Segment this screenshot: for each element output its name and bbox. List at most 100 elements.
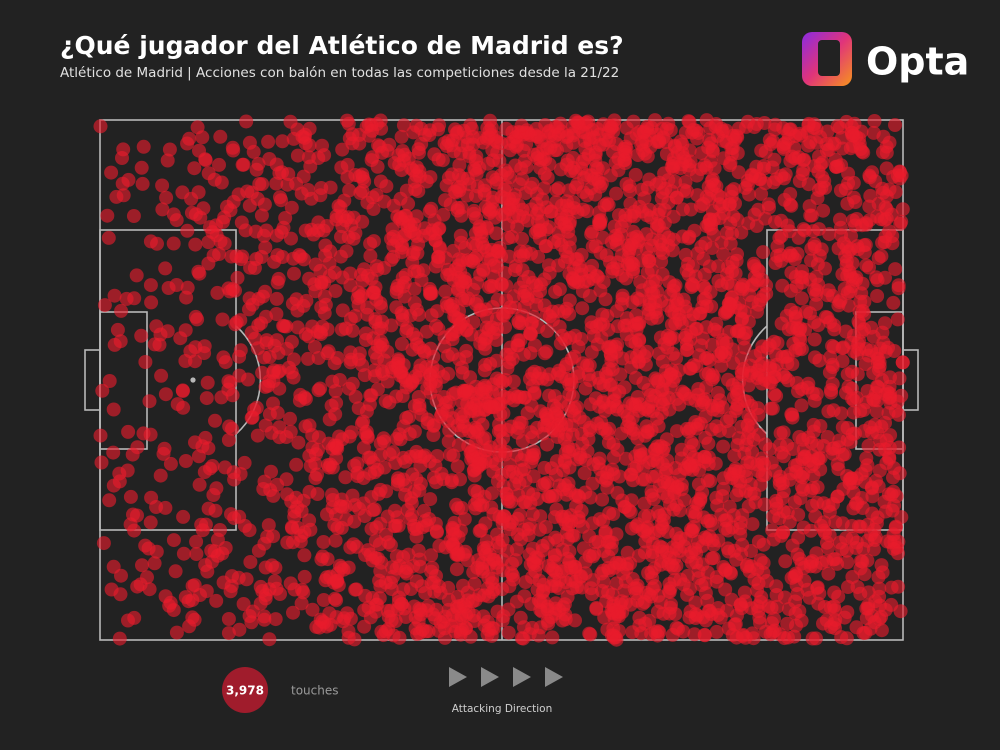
touch-dot <box>870 289 885 303</box>
touch-dot <box>684 524 699 539</box>
touch-dot <box>279 472 294 487</box>
touch-dot <box>232 349 247 364</box>
touch-dot <box>672 307 686 322</box>
touch-dot <box>379 179 394 194</box>
touch-dot <box>290 148 305 163</box>
touch-dot <box>106 478 121 493</box>
touch-dot <box>410 246 425 261</box>
touch-dot <box>792 126 807 141</box>
touch-dot <box>635 596 650 611</box>
touch-dot <box>398 268 413 282</box>
touch-dot <box>676 292 691 307</box>
touch-dot <box>751 264 766 278</box>
touch-dot <box>297 569 312 584</box>
touch-dot <box>649 177 664 192</box>
touch-dot <box>585 224 599 239</box>
touch-dot <box>656 513 671 528</box>
touch-dot <box>250 191 265 206</box>
touch-dot <box>596 117 611 132</box>
touch-dot <box>287 266 301 281</box>
touch-dot <box>481 156 495 171</box>
touch-dot <box>650 216 664 231</box>
touch-dot <box>764 616 779 631</box>
touch-dot <box>732 323 746 338</box>
touch-dot <box>636 125 651 140</box>
touch-dot <box>812 353 827 368</box>
touch-dot <box>180 136 195 151</box>
touch-dot <box>284 334 299 349</box>
touch-dot <box>629 316 644 331</box>
touch-dot <box>814 242 829 257</box>
touch-dot <box>356 496 371 511</box>
touch-dot <box>314 181 329 195</box>
touch-dot <box>745 517 760 532</box>
touch-dot <box>780 616 795 631</box>
touch-dot <box>125 447 140 462</box>
touch-dot <box>702 259 717 274</box>
touch-dot <box>514 118 529 133</box>
touch-dot <box>619 177 634 191</box>
touch-dot <box>464 121 479 136</box>
touch-dot <box>558 612 573 627</box>
touch-dot <box>867 114 882 128</box>
touch-dot <box>398 454 413 469</box>
touch-dot <box>577 134 592 149</box>
touch-dot <box>327 517 342 532</box>
touch-dot <box>212 157 226 172</box>
touch-dot <box>393 432 408 447</box>
touch-dot <box>492 509 507 524</box>
touch-dot <box>669 620 684 635</box>
touch-dot <box>317 275 332 290</box>
touch-dot <box>820 535 834 550</box>
touch-dot <box>396 582 411 597</box>
touch-dot <box>627 204 642 219</box>
touch-dot <box>835 130 849 145</box>
touch-dot <box>189 534 204 549</box>
touch-dot <box>162 142 177 157</box>
touch-dot <box>748 169 763 184</box>
touch-dot <box>163 456 178 471</box>
touch-dot <box>419 324 434 339</box>
touch-dot <box>114 568 128 583</box>
touch-dot <box>887 498 902 513</box>
touch-dot <box>264 464 278 479</box>
touch-dot <box>424 308 439 323</box>
touch-dot <box>655 544 669 559</box>
touch-dot <box>688 542 702 557</box>
touch-dot <box>241 372 255 387</box>
touch-dot <box>641 302 656 317</box>
touch-dot <box>741 378 756 393</box>
touch-dot <box>863 188 878 203</box>
touch-dot <box>187 161 202 176</box>
touch-dot <box>762 200 776 215</box>
touch-dot <box>406 559 421 574</box>
touch-dot <box>209 593 224 608</box>
touch-dot <box>679 184 694 199</box>
touch-dot <box>409 472 424 486</box>
touch-dot <box>365 150 380 165</box>
touch-dot <box>604 339 619 354</box>
touch-dot <box>251 156 266 171</box>
touch-dot <box>223 584 238 599</box>
touch-dot <box>723 565 738 580</box>
touch-dot <box>885 236 900 251</box>
touch-dot <box>107 288 122 303</box>
touch-dot <box>405 508 419 523</box>
touch-dot <box>503 522 518 537</box>
touch-dot <box>776 449 791 464</box>
touch-dot <box>448 310 463 325</box>
touch-dot <box>631 355 646 370</box>
touch-dot <box>600 480 615 495</box>
touch-dot <box>390 234 405 249</box>
touch-dot <box>554 418 569 433</box>
touch-dot <box>550 430 565 444</box>
touch-dot <box>199 391 214 406</box>
touch-dot <box>568 488 583 503</box>
touch-dot <box>364 388 379 403</box>
touch-dot <box>389 549 404 564</box>
touch-dot <box>868 174 883 189</box>
touch-dot <box>844 381 859 396</box>
touch-dot <box>530 492 545 506</box>
touch-dot <box>610 402 625 417</box>
touch-dot <box>542 266 557 281</box>
